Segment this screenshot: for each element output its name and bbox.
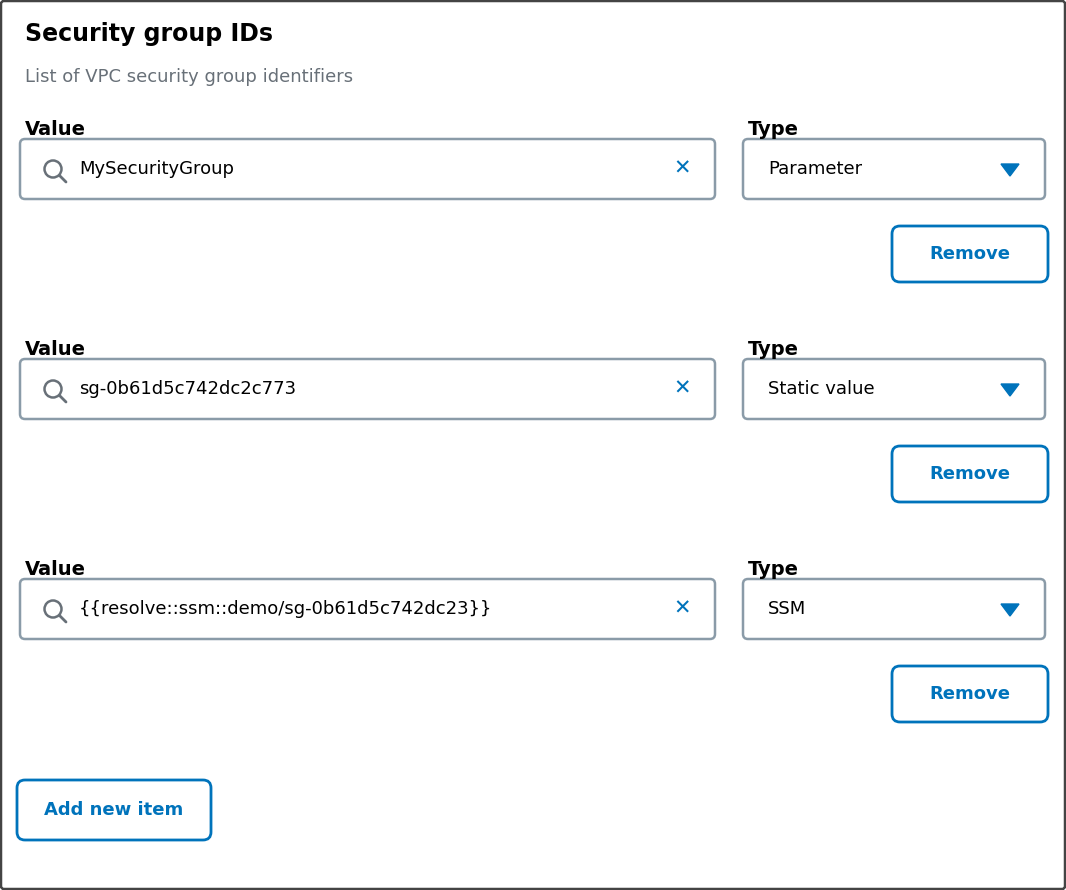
FancyBboxPatch shape xyxy=(743,579,1045,639)
Text: ✕: ✕ xyxy=(674,159,691,179)
Text: Value: Value xyxy=(25,340,86,359)
Text: Static value: Static value xyxy=(768,380,874,398)
Text: ✕: ✕ xyxy=(674,599,691,619)
FancyBboxPatch shape xyxy=(17,780,211,840)
Text: SSM: SSM xyxy=(768,600,806,618)
FancyBboxPatch shape xyxy=(20,359,715,419)
FancyBboxPatch shape xyxy=(892,446,1048,502)
Text: ✕: ✕ xyxy=(674,379,691,399)
FancyBboxPatch shape xyxy=(892,666,1048,722)
FancyBboxPatch shape xyxy=(20,579,715,639)
Text: {{resolve::ssm::demo/sg-0b61d5c742dc23}}: {{resolve::ssm::demo/sg-0b61d5c742dc23}} xyxy=(79,600,492,618)
FancyBboxPatch shape xyxy=(20,139,715,199)
Text: List of VPC security group identifiers: List of VPC security group identifiers xyxy=(25,68,353,86)
Text: Type: Type xyxy=(748,120,800,139)
Text: sg-0b61d5c742dc2c773: sg-0b61d5c742dc2c773 xyxy=(79,380,296,398)
FancyBboxPatch shape xyxy=(743,139,1045,199)
Text: Type: Type xyxy=(748,560,800,579)
Text: Parameter: Parameter xyxy=(768,160,862,178)
Polygon shape xyxy=(1001,384,1019,396)
Polygon shape xyxy=(1001,604,1019,616)
Text: Value: Value xyxy=(25,120,86,139)
Text: Type: Type xyxy=(748,340,800,359)
Text: Remove: Remove xyxy=(930,685,1011,703)
Text: Remove: Remove xyxy=(930,245,1011,263)
Polygon shape xyxy=(1001,164,1019,176)
Text: Security group IDs: Security group IDs xyxy=(25,22,273,46)
FancyBboxPatch shape xyxy=(743,359,1045,419)
Text: Add new item: Add new item xyxy=(45,801,183,819)
Text: MySecurityGroup: MySecurityGroup xyxy=(79,160,235,178)
Text: Value: Value xyxy=(25,560,86,579)
FancyBboxPatch shape xyxy=(892,226,1048,282)
Text: Remove: Remove xyxy=(930,465,1011,483)
